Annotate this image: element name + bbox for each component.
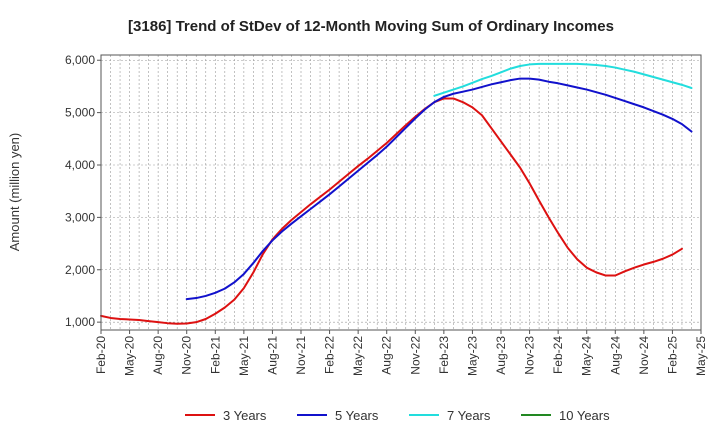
series-lines	[100, 62, 693, 325]
x-tick-label: Nov-20	[180, 336, 194, 375]
y-axis: 1,000 2,000 3,000 4,000 5,000 6,000	[65, 53, 101, 329]
x-tick-label: Aug-24	[608, 336, 622, 375]
x-tick-label: Feb-20	[94, 336, 108, 374]
x-tick-label: Feb-25	[665, 336, 679, 374]
series-line-7-years	[433, 62, 693, 97]
plot-frame	[100, 54, 702, 331]
x-tick-label: Feb-22	[323, 336, 337, 374]
y-tick-label: 1,000	[65, 315, 95, 329]
x-tick-label: Aug-22	[380, 336, 394, 375]
x-tick-label: Nov-22	[408, 336, 422, 375]
y-tick-label: 6,000	[65, 53, 95, 67]
x-tick-label: Feb-24	[551, 336, 565, 374]
grid	[101, 55, 701, 330]
x-tick-label: May-25	[694, 336, 708, 376]
x-tick-label: Nov-21	[294, 336, 308, 375]
x-tick-label: May-22	[351, 336, 365, 376]
series-line-3-years	[100, 97, 683, 325]
x-tick-label: Feb-21	[208, 336, 222, 374]
x-axis: Feb-20 May-20 Aug-20 Nov-20 Feb-21 May-21 Aug-…	[94, 330, 708, 376]
legend-label-7-years: 7 Years	[447, 408, 491, 423]
x-tick-label: Feb-23	[437, 336, 451, 374]
x-tick-label: Aug-20	[151, 336, 165, 375]
y-tick-label: 3,000	[65, 210, 95, 224]
x-tick-label: May-21	[237, 336, 251, 376]
x-tick-label: Nov-24	[637, 336, 651, 375]
legend: 3 Years 5 Years 7 Years 10 Years	[185, 408, 610, 423]
x-tick-label: Aug-23	[494, 336, 508, 375]
legend-label-3-years: 3 Years	[223, 408, 267, 423]
y-tick-label: 5,000	[65, 106, 95, 120]
y-tick-label: 2,000	[65, 263, 95, 277]
x-tick-label: May-24	[580, 336, 594, 376]
legend-label-10-years: 10 Years	[559, 408, 610, 423]
x-tick-label: Nov-23	[523, 336, 537, 375]
x-tick-label: Aug-21	[265, 336, 279, 375]
series-line-5-years	[185, 77, 693, 301]
y-tick-label: 4,000	[65, 158, 95, 172]
chart-title: [3186] Trend of StDev of 12-Month Moving…	[128, 18, 614, 35]
x-tick-label: May-20	[123, 336, 137, 376]
legend-label-5-years: 5 Years	[335, 408, 379, 423]
x-tick-label: May-23	[465, 336, 479, 376]
y-axis-title: Amount (million yen)	[7, 133, 22, 252]
